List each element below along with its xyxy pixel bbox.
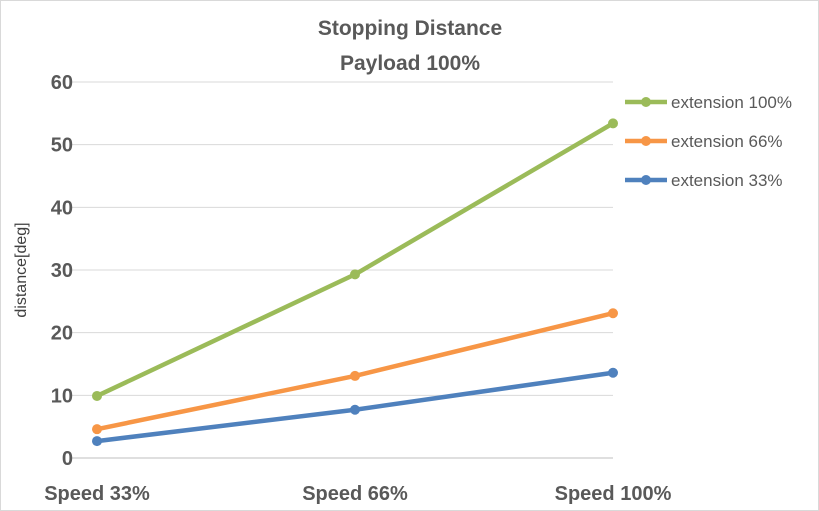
legend-item: extension 66% bbox=[625, 132, 783, 151]
y-axis-label: distance[deg] bbox=[13, 222, 30, 317]
data-point bbox=[350, 269, 360, 280]
y-tick-label: 10 bbox=[51, 385, 73, 407]
chart-subtitle: Payload 100% bbox=[340, 52, 480, 75]
legend-item: extension 33% bbox=[625, 171, 783, 190]
x-tick-label: Speed 100% bbox=[555, 483, 672, 505]
y-tick-label: 50 bbox=[51, 135, 73, 157]
legend-marker bbox=[641, 97, 651, 107]
legend-label: extension 100% bbox=[671, 93, 792, 112]
y-tick-label: 30 bbox=[51, 260, 73, 282]
x-tick-label: Speed 66% bbox=[302, 483, 408, 505]
chart-title: Stopping Distance bbox=[318, 17, 502, 40]
data-point bbox=[350, 370, 360, 381]
data-point bbox=[92, 436, 102, 447]
x-tick-label: Speed 33% bbox=[44, 483, 150, 505]
data-point bbox=[608, 308, 618, 319]
legend-item: extension 100% bbox=[625, 93, 792, 112]
data-point bbox=[350, 404, 360, 415]
data-point bbox=[92, 390, 102, 401]
legend-marker bbox=[641, 136, 651, 146]
legend-label: extension 33% bbox=[671, 171, 783, 190]
data-point bbox=[608, 118, 618, 129]
y-tick-label: 20 bbox=[51, 323, 73, 345]
y-tick-label: 60 bbox=[51, 72, 73, 94]
legend-marker bbox=[641, 175, 651, 185]
y-tick-label: 0 bbox=[62, 448, 73, 470]
data-point bbox=[608, 367, 618, 378]
data-point bbox=[92, 424, 102, 435]
legend-label: extension 66% bbox=[671, 132, 783, 151]
y-tick-label: 40 bbox=[51, 197, 73, 219]
series-line bbox=[96, 121, 615, 398]
